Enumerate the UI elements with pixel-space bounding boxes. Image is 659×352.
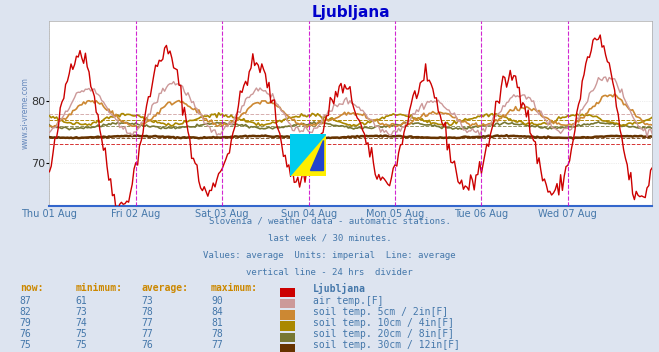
Text: last week / 30 minutes.: last week / 30 minutes. bbox=[268, 234, 391, 243]
Text: soil temp. 30cm / 12in[F]: soil temp. 30cm / 12in[F] bbox=[313, 340, 460, 351]
Text: soil temp. 20cm / 8in[F]: soil temp. 20cm / 8in[F] bbox=[313, 329, 454, 339]
Text: soil temp. 5cm / 2in[F]: soil temp. 5cm / 2in[F] bbox=[313, 307, 448, 317]
Text: soil temp. 10cm / 4in[F]: soil temp. 10cm / 4in[F] bbox=[313, 318, 454, 328]
Text: 75: 75 bbox=[76, 340, 88, 351]
Text: air temp.[F]: air temp.[F] bbox=[313, 296, 384, 306]
Text: Ljubljana: Ljubljana bbox=[313, 283, 366, 294]
Text: 90: 90 bbox=[211, 296, 223, 306]
FancyBboxPatch shape bbox=[280, 288, 295, 297]
Text: 84: 84 bbox=[211, 307, 223, 317]
Text: 81: 81 bbox=[211, 318, 223, 328]
Text: 75: 75 bbox=[20, 340, 32, 351]
Text: 74: 74 bbox=[76, 318, 88, 328]
Polygon shape bbox=[290, 134, 326, 176]
Text: 76: 76 bbox=[142, 340, 154, 351]
Text: 73: 73 bbox=[142, 296, 154, 306]
Text: 61: 61 bbox=[76, 296, 88, 306]
Text: 76: 76 bbox=[20, 329, 32, 339]
FancyBboxPatch shape bbox=[280, 344, 295, 352]
Text: vertical line - 24 hrs  divider: vertical line - 24 hrs divider bbox=[246, 269, 413, 277]
Text: Values: average  Units: imperial  Line: average: Values: average Units: imperial Line: av… bbox=[203, 251, 456, 260]
Text: 82: 82 bbox=[20, 307, 32, 317]
Text: 75: 75 bbox=[76, 329, 88, 339]
Title: Ljubljana: Ljubljana bbox=[312, 5, 390, 20]
Text: 77: 77 bbox=[142, 329, 154, 339]
Y-axis label: www.si-vreme.com: www.si-vreme.com bbox=[20, 77, 30, 150]
Text: 78: 78 bbox=[211, 329, 223, 339]
FancyBboxPatch shape bbox=[280, 310, 295, 320]
Text: 87: 87 bbox=[20, 296, 32, 306]
Polygon shape bbox=[310, 140, 323, 170]
Polygon shape bbox=[290, 134, 326, 176]
FancyBboxPatch shape bbox=[280, 321, 295, 331]
Text: 79: 79 bbox=[20, 318, 32, 328]
Text: 73: 73 bbox=[76, 307, 88, 317]
Text: Slovenia / weather data - automatic stations.: Slovenia / weather data - automatic stat… bbox=[208, 216, 451, 225]
FancyBboxPatch shape bbox=[280, 333, 295, 342]
Text: minimum:: minimum: bbox=[76, 283, 123, 293]
Text: now:: now: bbox=[20, 283, 43, 293]
FancyBboxPatch shape bbox=[280, 299, 295, 308]
Text: maximum:: maximum: bbox=[211, 283, 258, 293]
Text: average:: average: bbox=[142, 283, 188, 293]
Text: 77: 77 bbox=[211, 340, 223, 351]
Text: 77: 77 bbox=[142, 318, 154, 328]
Text: 78: 78 bbox=[142, 307, 154, 317]
